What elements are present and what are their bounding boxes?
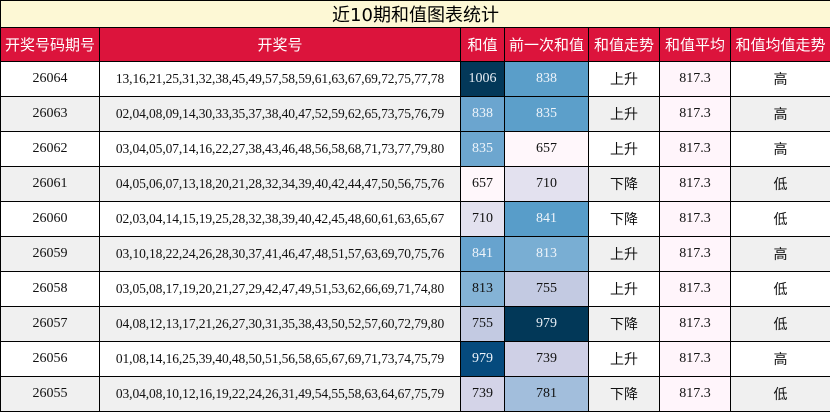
header-sum-average: 和值平均 <box>659 27 731 62</box>
average-cell: 817.3 <box>659 131 731 167</box>
header-prev-sum: 前一次和值 <box>504 27 589 62</box>
trend-cell: 上升 <box>588 131 660 167</box>
average-trend-cell: 高 <box>729 96 830 132</box>
sum-cell: 710 <box>460 201 505 237</box>
average-cell: 817.3 <box>659 341 731 377</box>
average-cell: 817.3 <box>659 96 731 132</box>
average-trend-cell: 高 <box>729 131 830 167</box>
table-row: 26060 02,03,04,14,15,19,25,28,32,38,39,4… <box>0 201 830 237</box>
numbers-cell: 01,08,14,16,25,39,40,48,50,51,56,58,65,6… <box>99 341 461 377</box>
issue-cell: 26055 <box>0 376 100 412</box>
sum-cell: 813 <box>460 271 505 307</box>
trend-cell: 上升 <box>588 271 660 307</box>
prev-sum-cell: 841 <box>504 201 589 237</box>
prev-sum-cell: 710 <box>504 166 589 202</box>
average-trend-cell: 低 <box>729 376 830 412</box>
header-average-trend: 和值均值走势 <box>729 27 830 62</box>
table-row: 26057 04,08,12,13,17,21,26,27,30,31,35,3… <box>0 306 830 342</box>
prev-sum-cell: 657 <box>504 131 589 167</box>
header-row: 开奖号码期号 开奖号 和值 前一次和值 和值走势 和值平均 和值均值走势 <box>0 27 830 62</box>
average-cell: 817.3 <box>659 376 731 412</box>
prev-sum-cell: 838 <box>504 61 589 97</box>
average-trend-cell: 低 <box>729 306 830 342</box>
table-row: 26064 13,16,21,25,31,32,38,45,49,57,58,5… <box>0 61 830 97</box>
average-cell: 817.3 <box>659 271 731 307</box>
table-row: 26055 03,04,08,10,12,16,19,22,24,26,31,4… <box>0 376 830 412</box>
prev-sum-cell: 979 <box>504 306 589 342</box>
numbers-cell: 04,08,12,13,17,21,26,27,30,31,35,38,43,5… <box>99 306 461 342</box>
prev-sum-cell: 835 <box>504 96 589 132</box>
table-row: 26056 01,08,14,16,25,39,40,48,50,51,56,5… <box>0 341 830 377</box>
table-row: 26061 04,05,06,07,13,18,20,21,28,32,34,3… <box>0 166 830 202</box>
header-numbers: 开奖号 <box>99 27 461 62</box>
numbers-cell: 02,03,04,14,15,19,25,28,32,38,39,40,42,4… <box>99 201 461 237</box>
trend-cell: 下降 <box>588 376 660 412</box>
sum-cell: 657 <box>460 166 505 202</box>
numbers-cell: 03,05,08,17,19,20,21,27,29,42,47,49,51,5… <box>99 271 461 307</box>
issue-cell: 26060 <box>0 201 100 237</box>
prev-sum-cell: 813 <box>504 236 589 272</box>
sum-cell: 838 <box>460 96 505 132</box>
average-trend-cell: 高 <box>729 61 830 97</box>
issue-cell: 26064 <box>0 61 100 97</box>
average-trend-cell: 低 <box>729 201 830 237</box>
header-issue: 开奖号码期号 <box>0 27 100 62</box>
header-sum: 和值 <box>460 27 505 62</box>
issue-cell: 26062 <box>0 131 100 167</box>
header-sum-trend: 和值走势 <box>588 27 660 62</box>
average-cell: 817.3 <box>659 306 731 342</box>
average-trend-cell: 高 <box>729 236 830 272</box>
numbers-cell: 03,10,18,22,24,26,28,30,37,41,46,47,48,5… <box>99 236 461 272</box>
trend-cell: 下降 <box>588 306 660 342</box>
average-cell: 817.3 <box>659 166 731 202</box>
average-trend-cell: 低 <box>729 166 830 202</box>
prev-sum-cell: 781 <box>504 376 589 412</box>
sum-cell: 739 <box>460 376 505 412</box>
average-cell: 817.3 <box>659 236 731 272</box>
numbers-cell: 03,04,08,10,12,16,19,22,24,26,31,49,54,5… <box>99 376 461 412</box>
issue-cell: 26061 <box>0 166 100 202</box>
sum-cell: 755 <box>460 306 505 342</box>
issue-cell: 26063 <box>0 96 100 132</box>
prev-sum-cell: 739 <box>504 341 589 377</box>
issue-cell: 26058 <box>0 271 100 307</box>
table-row: 26062 03,04,05,07,14,16,22,27,38,43,46,4… <box>0 131 830 167</box>
trend-cell: 上升 <box>588 341 660 377</box>
table-row: 26063 02,04,08,09,14,30,33,35,37,38,40,4… <box>0 96 830 132</box>
trend-cell: 下降 <box>588 166 660 202</box>
trend-cell: 下降 <box>588 201 660 237</box>
issue-cell: 26059 <box>0 236 100 272</box>
numbers-cell: 02,04,08,09,14,30,33,35,37,38,40,47,52,5… <box>99 96 461 132</box>
numbers-cell: 13,16,21,25,31,32,38,45,49,57,58,59,61,6… <box>99 61 461 97</box>
average-trend-cell: 低 <box>729 271 830 307</box>
issue-cell: 26056 <box>0 341 100 377</box>
trend-cell: 上升 <box>588 61 660 97</box>
sum-cell: 1006 <box>460 61 505 97</box>
numbers-cell: 04,05,06,07,13,18,20,21,28,32,34,39,40,4… <box>99 166 461 202</box>
sum-cell: 979 <box>460 341 505 377</box>
table-row: 26058 03,05,08,17,19,20,21,27,29,42,47,4… <box>0 271 830 307</box>
issue-cell: 26057 <box>0 306 100 342</box>
prev-sum-cell: 755 <box>504 271 589 307</box>
title-row: 近10期和值图表统计 <box>0 0 830 28</box>
average-cell: 817.3 <box>659 201 731 237</box>
average-trend-cell: 高 <box>729 341 830 377</box>
trend-cell: 上升 <box>588 236 660 272</box>
numbers-cell: 03,04,05,07,14,16,22,27,38,43,46,48,56,5… <box>99 131 461 167</box>
table-title: 近10期和值图表统计 <box>0 0 830 28</box>
sum-cell: 835 <box>460 131 505 167</box>
trend-cell: 上升 <box>588 96 660 132</box>
average-cell: 817.3 <box>659 61 731 97</box>
table-row: 26059 03,10,18,22,24,26,28,30,37,41,46,4… <box>0 236 830 272</box>
sum-cell: 841 <box>460 236 505 272</box>
